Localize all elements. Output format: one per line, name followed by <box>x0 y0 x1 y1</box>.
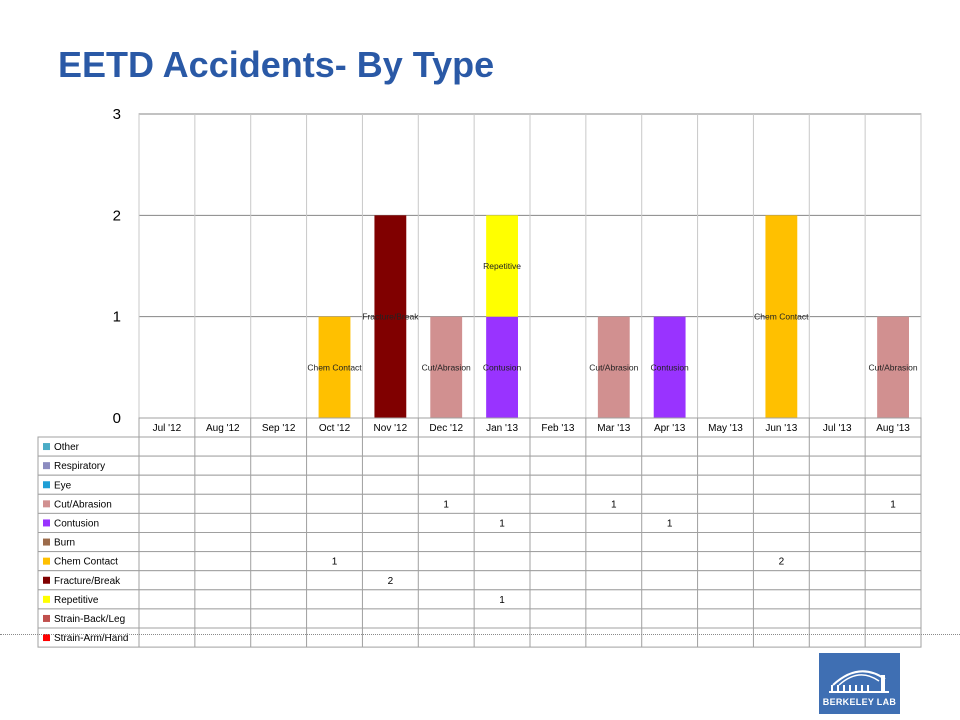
bar-segment <box>765 215 798 418</box>
legend-label: Eye <box>54 480 72 491</box>
bar-data-label: Contusion <box>651 362 690 372</box>
table-cell-value: 1 <box>332 557 338 568</box>
legend-label: Cut/Abrasion <box>54 499 112 510</box>
legend-swatch <box>43 443 50 451</box>
x-tick-label: Jul '13 <box>823 423 852 434</box>
x-tick-label: Aug '13 <box>876 423 910 434</box>
legend-swatch <box>43 462 50 470</box>
bar-segment <box>597 316 630 418</box>
data-table-row <box>37 532 922 553</box>
table-cell-value: 1 <box>611 499 617 510</box>
legend-swatch <box>43 500 50 508</box>
bar-data-label: Cut/Abrasion <box>422 362 471 372</box>
bar-data-label: Chem Contact <box>307 362 362 372</box>
legend-label: Burn <box>54 538 75 549</box>
x-tick-label: Jan '13 <box>486 423 518 434</box>
table-cell-value: 1 <box>890 499 896 510</box>
x-tick-label: Jun '13 <box>765 423 797 434</box>
table-cell-value: 2 <box>388 576 394 587</box>
bar-segment <box>653 316 686 418</box>
data-table-row <box>37 551 922 572</box>
bar-segment <box>486 316 518 418</box>
data-table-row <box>37 570 922 591</box>
bar-data-label: Cut/Abrasion <box>589 362 638 372</box>
logo-text: BERKELEY LAB <box>822 697 897 707</box>
bar-data-label: Chem Contact <box>754 312 809 322</box>
legend-swatch <box>43 576 50 584</box>
table-cell-value: 1 <box>499 518 505 529</box>
x-tick-label: Apr '13 <box>654 423 686 434</box>
table-cell-value: 2 <box>779 557 785 568</box>
data-table-row <box>37 608 922 629</box>
x-tick-label: May '13 <box>708 423 743 434</box>
x-tick-label: Oct '12 <box>319 423 351 434</box>
bar-segment <box>430 316 463 418</box>
bar-segment <box>318 316 351 418</box>
bar-data-label: Cut/Abrasion <box>869 362 918 372</box>
data-table-row <box>37 474 922 495</box>
y-tick-label: 1 <box>113 309 121 326</box>
legend-swatch <box>43 595 50 603</box>
bar-data-label: Contusion <box>483 362 522 372</box>
legend-label: Fracture/Break <box>54 576 121 587</box>
bar-data-label: Fracture/Break <box>362 312 419 322</box>
legend-label: Respiratory <box>54 461 105 472</box>
legend-label: Contusion <box>54 518 99 529</box>
legend-swatch <box>43 557 50 565</box>
x-tick-label: Nov '12 <box>374 423 408 434</box>
page-title: EETD Accidents- By Type <box>58 44 495 85</box>
x-tick-label: Feb '13 <box>541 423 574 434</box>
bar-data-label: Repetitive <box>483 261 521 271</box>
legend-swatch <box>43 481 50 489</box>
x-tick-label: Mar '13 <box>597 423 630 434</box>
berkeley-lab-logo: BERKELEY LAB <box>819 653 900 714</box>
legend-label: Repetitive <box>54 595 99 606</box>
x-tick-label: Jul '12 <box>153 423 182 434</box>
table-cell-value: 1 <box>667 518 673 529</box>
berkeley-lab-emblem-icon <box>829 670 889 693</box>
x-tick-label: Aug '12 <box>206 423 240 434</box>
data-table-row <box>37 512 922 534</box>
x-tick-label: Sep '12 <box>262 423 296 434</box>
legend-label: Strain-Arm/Hand <box>54 633 128 644</box>
y-tick-label: 2 <box>113 207 121 224</box>
data-table-row <box>37 436 922 457</box>
legend-swatch <box>43 519 50 527</box>
footer-divider <box>0 634 960 635</box>
x-tick-label: Dec '12 <box>429 423 463 434</box>
data-table-row <box>37 493 922 514</box>
data-table-row <box>37 455 922 476</box>
table-cell-value: 1 <box>443 499 449 510</box>
data-table-row <box>37 589 922 610</box>
legend-swatch <box>43 634 50 642</box>
legend-label: Chem Contact <box>54 557 118 568</box>
legend-swatch <box>43 538 50 546</box>
legend-label: Other <box>54 442 80 453</box>
legend-swatch <box>43 614 50 622</box>
bar-segment <box>486 215 518 317</box>
legend-label: Strain-Back/Leg <box>54 614 125 625</box>
y-tick-label: 0 <box>113 410 121 427</box>
bar-segment <box>374 215 407 418</box>
table-cell-value: 1 <box>499 595 505 606</box>
data-table-row <box>37 627 922 648</box>
y-tick-label: 3 <box>113 106 121 123</box>
bar-segment <box>877 316 909 418</box>
